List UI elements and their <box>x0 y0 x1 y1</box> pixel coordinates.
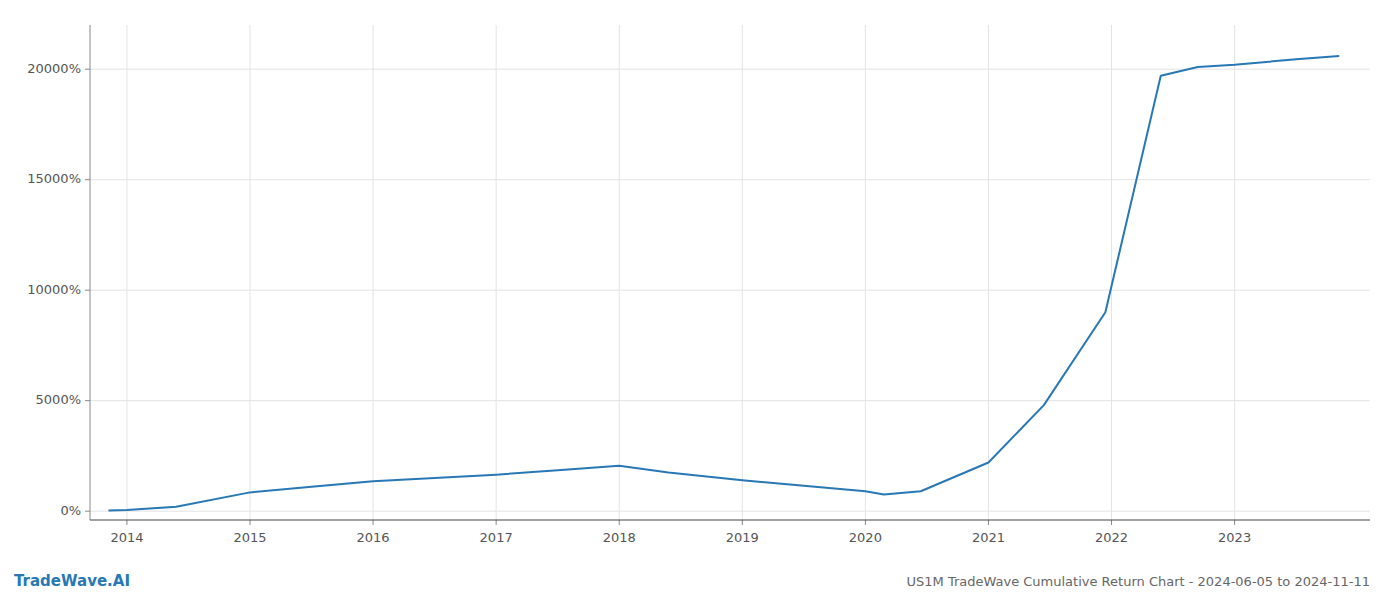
y-grid-line <box>90 511 1370 512</box>
x-tick <box>373 520 374 525</box>
x-tick <box>250 520 251 525</box>
x-tick <box>865 520 866 525</box>
x-grid-line <box>1111 25 1112 520</box>
x-tick-label: 2023 <box>1218 530 1251 545</box>
x-tick <box>1234 520 1235 525</box>
x-tick <box>742 520 743 525</box>
x-tick-label: 2015 <box>233 530 266 545</box>
y-tick-label: 0% <box>60 503 81 518</box>
x-grid-line <box>250 25 251 520</box>
axes: 0% 5000% 10000% 15000% 20000% 2014 2015 2016 201… <box>27 25 1370 545</box>
y-grid-line <box>90 400 1370 401</box>
watermark: TradeWave.AI <box>14 572 130 590</box>
x-tick-label: 2022 <box>1095 530 1128 545</box>
grid <box>90 25 1370 520</box>
y-grid-line <box>90 179 1370 180</box>
y-tick <box>85 400 90 401</box>
x-grid-line <box>988 25 989 520</box>
x-grid-line <box>1234 25 1235 520</box>
x-tick-label: 2018 <box>603 530 636 545</box>
x-tick <box>988 520 989 525</box>
x-grid-line <box>619 25 620 520</box>
page: {"chart_data": { "type": "line", "title"… <box>0 0 1400 600</box>
x-tick-label: 2021 <box>972 530 1005 545</box>
x-grid-line <box>865 25 866 520</box>
x-grid-line <box>126 25 127 520</box>
y-tick <box>85 290 90 291</box>
title: US1M TradeWave Cumulative Return Chart -… <box>907 574 1371 589</box>
x-tick <box>1111 520 1112 525</box>
x-tick-label: 2016 <box>357 530 390 545</box>
x-tick-label: 2019 <box>726 530 759 545</box>
y-tick <box>85 179 90 180</box>
y-tick-label: 15000% <box>27 171 81 186</box>
line <box>108 56 1339 511</box>
x-tick <box>619 520 620 525</box>
x-grid-line <box>373 25 374 520</box>
y-axis-line <box>90 25 91 520</box>
y-tick-label: 20000% <box>27 61 81 76</box>
plot-area <box>108 56 1339 511</box>
x-tick-label: 2014 <box>110 530 143 545</box>
y-tick-label: 5000% <box>36 392 81 407</box>
x-tick-label: 2020 <box>849 530 882 545</box>
y-tick <box>85 69 90 70</box>
chart: 0% 5000% 10000% 15000% 20000% 2014 2015 2016 201… <box>0 0 1400 600</box>
x-tick <box>126 520 127 525</box>
y-grid-line <box>90 290 1370 291</box>
y-grid-line <box>90 69 1370 70</box>
x-tick <box>496 520 497 525</box>
x-tick-label: 2017 <box>480 530 513 545</box>
x-grid-line <box>742 25 743 520</box>
y-tick <box>85 511 90 512</box>
x-axis-line <box>90 520 1370 521</box>
y-tick-label: 10000% <box>27 282 81 297</box>
x-grid-line <box>496 25 497 520</box>
